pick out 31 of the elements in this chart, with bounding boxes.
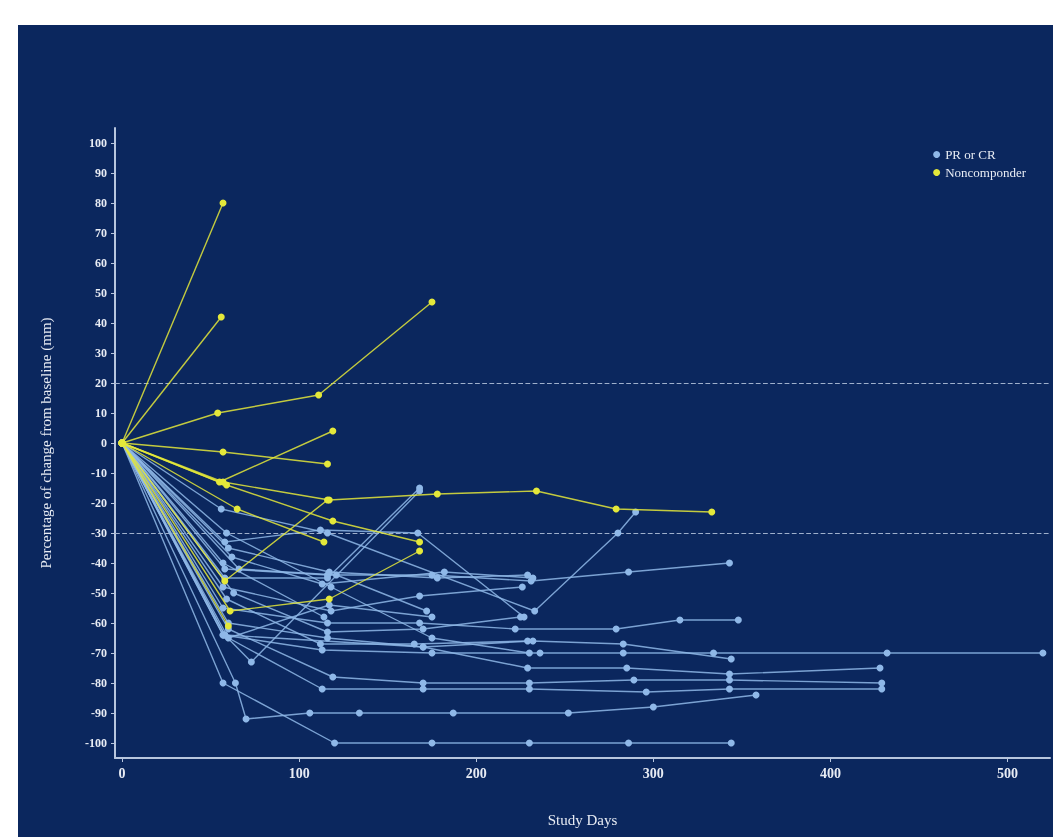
y-tick-label: 30 [95,346,107,360]
x-tick-label: 100 [288,765,310,781]
y-tick-label: -50 [91,586,107,600]
x-tick-label: 500 [997,765,1018,781]
x-axis-title: Study Days [547,811,618,828]
y-tick-label: 20 [95,376,107,390]
y-tick-label: 50 [95,286,107,300]
y-tick-label: 0 [101,436,107,450]
y-tick-label: 80 [95,196,107,210]
y-tick-label: 60 [95,256,107,270]
legend-label: Noncomponder [945,165,1027,180]
x-tick-label: 200 [465,765,487,781]
y-tick-label: 70 [95,226,107,240]
y-tick-label: -60 [91,616,107,630]
y-tick-label: -90 [91,706,107,720]
y-tick-label: -100 [85,736,107,750]
y-tick-label: -30 [91,526,107,540]
x-tick-label: 300 [642,765,664,781]
y-tick-label: -80 [91,676,107,690]
y-tick-label: -70 [91,646,107,660]
y-tick-label: -10 [91,466,107,480]
y-tick-label: 100 [89,136,107,150]
y-axis-title: Percentage of change from baseline (mm) [37,317,55,569]
y-tick-label: -40 [91,556,107,570]
y-tick-label: 40 [95,316,107,330]
y-tick-label: 10 [95,406,107,420]
x-tick-label: 400 [819,765,841,781]
y-tick-label: 90 [95,166,107,180]
x-tick-label: 0 [118,765,126,781]
y-tick-label: -20 [91,496,107,510]
legend-label: PR or CR [945,147,997,162]
